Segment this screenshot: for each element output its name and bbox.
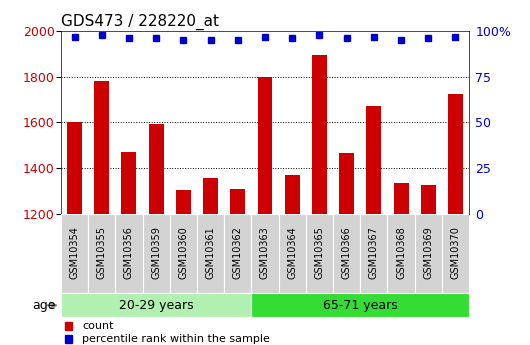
Bar [94,81,109,345]
Bar [61,293,251,317]
Bar [306,214,333,293]
Bar [149,124,164,345]
Bar [421,185,436,345]
Bar [143,214,170,293]
Bar [170,214,197,293]
Bar [65,335,72,343]
Bar [414,214,442,293]
Text: count: count [82,322,113,331]
Text: GSM10355: GSM10355 [97,226,107,279]
Bar [88,214,116,293]
Text: GSM10359: GSM10359 [151,226,161,279]
Text: GSM10362: GSM10362 [233,226,243,279]
Text: GSM10363: GSM10363 [260,226,270,278]
Bar [65,322,72,330]
Bar [224,214,251,293]
Text: GSM10368: GSM10368 [396,226,406,278]
Bar [339,153,354,345]
Text: GSM10356: GSM10356 [124,226,134,279]
Bar [258,77,272,345]
Text: 65-71 years: 65-71 years [323,299,398,312]
Bar [197,214,224,293]
Text: GSM10366: GSM10366 [342,226,351,278]
Text: GSM10369: GSM10369 [423,226,433,278]
Bar [387,214,414,293]
Bar [279,214,306,293]
Bar [394,183,409,345]
Bar [333,214,360,293]
Bar [366,107,381,345]
Text: GSM10370: GSM10370 [450,226,461,279]
Bar [176,190,191,345]
Text: percentile rank within the sample: percentile rank within the sample [82,334,270,344]
Bar [312,55,327,345]
Bar [121,152,136,345]
Text: GSM10354: GSM10354 [69,226,80,279]
Bar [251,214,279,293]
Bar [360,214,387,293]
Text: GSM10360: GSM10360 [179,226,188,278]
Text: GDS473 / 228220_at: GDS473 / 228220_at [61,13,219,30]
Text: GSM10364: GSM10364 [287,226,297,278]
Bar [116,214,143,293]
Text: GSM10361: GSM10361 [206,226,216,278]
Bar [251,293,469,317]
Text: age: age [32,299,56,312]
Bar [231,189,245,345]
Bar [61,214,88,293]
Text: GSM10365: GSM10365 [314,226,324,279]
Text: 20-29 years: 20-29 years [119,299,193,312]
Text: GSM10367: GSM10367 [369,226,379,279]
Bar [442,214,469,293]
Bar [67,122,82,345]
Bar [285,175,299,345]
Bar [448,94,463,345]
Bar [203,178,218,345]
